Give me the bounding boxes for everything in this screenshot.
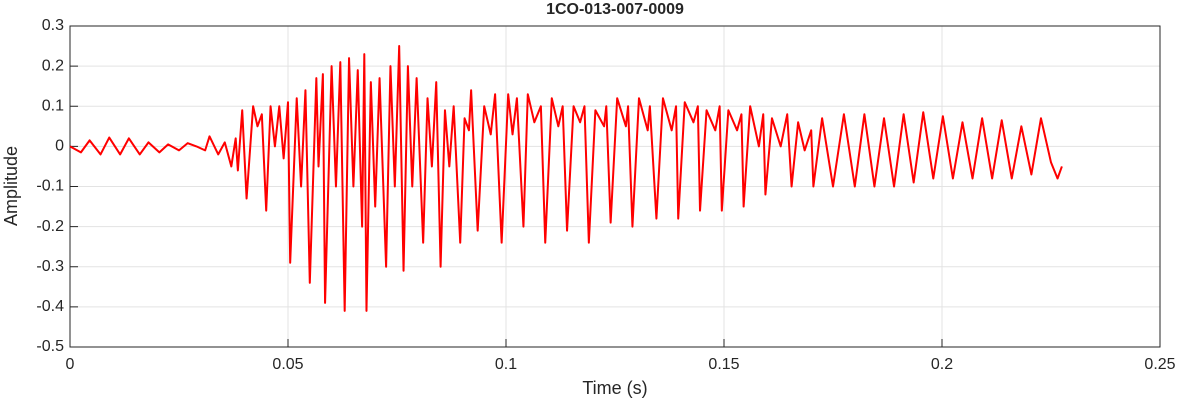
y-tick-label: 0: [55, 138, 64, 155]
y-axis-label: Amplitude: [1, 146, 21, 226]
y-tick-label: 0.3: [42, 17, 64, 34]
y-tick-label: 0.1: [42, 97, 64, 114]
plot-frame: [69, 25, 1161, 348]
y-tick-label: -0.3: [36, 258, 64, 275]
y-tick-label: 0.2: [42, 57, 64, 74]
x-axis-label: Time (s): [582, 378, 647, 398]
x-tick-label: 0.1: [495, 356, 517, 373]
y-tick-label: -0.5: [36, 338, 64, 355]
x-tick-label: 0.25: [1144, 356, 1175, 373]
x-tick-label: 0.15: [708, 356, 739, 373]
y-tick-label: -0.2: [36, 218, 64, 235]
x-tick-label: 0: [66, 356, 75, 373]
x-tick-label: 0.2: [931, 356, 953, 373]
y-tick-label: -0.4: [36, 298, 64, 315]
chart-title: 1CO-013-007-0009: [546, 1, 684, 18]
x-tick-label: 0.05: [272, 356, 303, 373]
data-line: [69, 45, 1063, 312]
y-tick-label: -0.1: [36, 178, 64, 195]
